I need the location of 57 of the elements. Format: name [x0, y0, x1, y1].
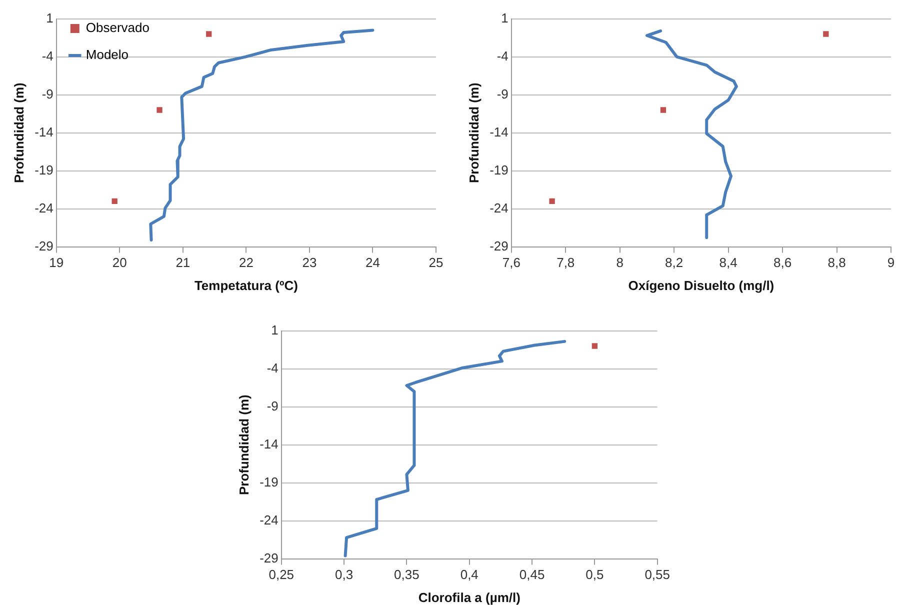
x-tick-label: 0,55 [644, 567, 670, 582]
legend-label: Observado [86, 20, 150, 36]
x-axis-title: Oxígeno Disuelto (mg/l) [628, 278, 774, 293]
x-tick-label: 9 [887, 255, 895, 270]
point [823, 31, 829, 37]
y-tick-label: -29 [34, 238, 54, 254]
point [660, 107, 666, 113]
x-tick-label: 19 [49, 255, 64, 270]
point [549, 198, 555, 204]
x-tick-label: 0,35 [394, 567, 420, 582]
point [206, 31, 212, 37]
y-axis-title: Profundidad (m) [11, 82, 26, 183]
x-tick-label: 21 [176, 255, 190, 270]
y-tick-label: 1 [501, 10, 508, 26]
y-tick-label: -4 [496, 48, 508, 64]
x-tick-label: 8,4 [719, 255, 738, 270]
x-axis-title: Clorofila a (µm/l) [418, 590, 520, 605]
x-tick-label: 0,5 [586, 567, 604, 582]
x-tick-label: 8,8 [828, 255, 846, 270]
x-tick-label: 7,8 [556, 255, 575, 270]
x-tick-label: 23 [302, 255, 317, 270]
point [156, 107, 162, 113]
y-tick-label: -19 [490, 162, 508, 178]
y-tick-label: -24 [34, 200, 54, 216]
x-tick-label: 0,4 [460, 567, 478, 582]
y-tick-label: -24 [490, 200, 508, 216]
x-tick-label: 7,6 [502, 255, 520, 270]
y-tick-label: -14 [260, 436, 278, 452]
y-tick-label: -9 [496, 86, 508, 102]
y-tick-label: -4 [42, 48, 54, 64]
y-tick-label: -14 [34, 124, 54, 140]
y-tick-label: -19 [34, 162, 54, 178]
y-tick-label: -9 [266, 398, 278, 414]
y-tick-label: 1 [271, 322, 278, 338]
legend-label: Modelo [86, 47, 129, 62]
y-tick-label: -29 [260, 550, 278, 566]
x-tick-label: 25 [428, 255, 444, 270]
x-tick-label: 0,3 [335, 567, 354, 582]
x-tick-label: 8 [616, 255, 624, 270]
y-axis-title: Profundidad (m) [236, 394, 252, 495]
y-tick-label: -24 [260, 512, 278, 528]
x-tick-label: 8,2 [665, 255, 684, 270]
y-tick-label: -14 [490, 124, 508, 140]
y-tick-label: -4 [266, 360, 278, 376]
y-tick-label: -29 [490, 238, 508, 254]
x-tick-label: 8,6 [774, 255, 792, 270]
y-tick-label: 1 [46, 10, 54, 26]
point [112, 198, 118, 204]
y-axis-title: Profundidad (m) [466, 82, 482, 183]
x-tick-label: 22 [238, 255, 254, 270]
x-tick-label: 20 [112, 255, 127, 270]
x-tick-label: 0,45 [519, 567, 545, 582]
y-tick-label: -9 [42, 86, 54, 102]
x-axis-title: Tempetatura (ºC) [194, 278, 298, 293]
x-tick-label: 0,25 [268, 567, 294, 582]
y-tick-label: -19 [260, 474, 278, 490]
x-tick-label: 24 [365, 255, 380, 270]
